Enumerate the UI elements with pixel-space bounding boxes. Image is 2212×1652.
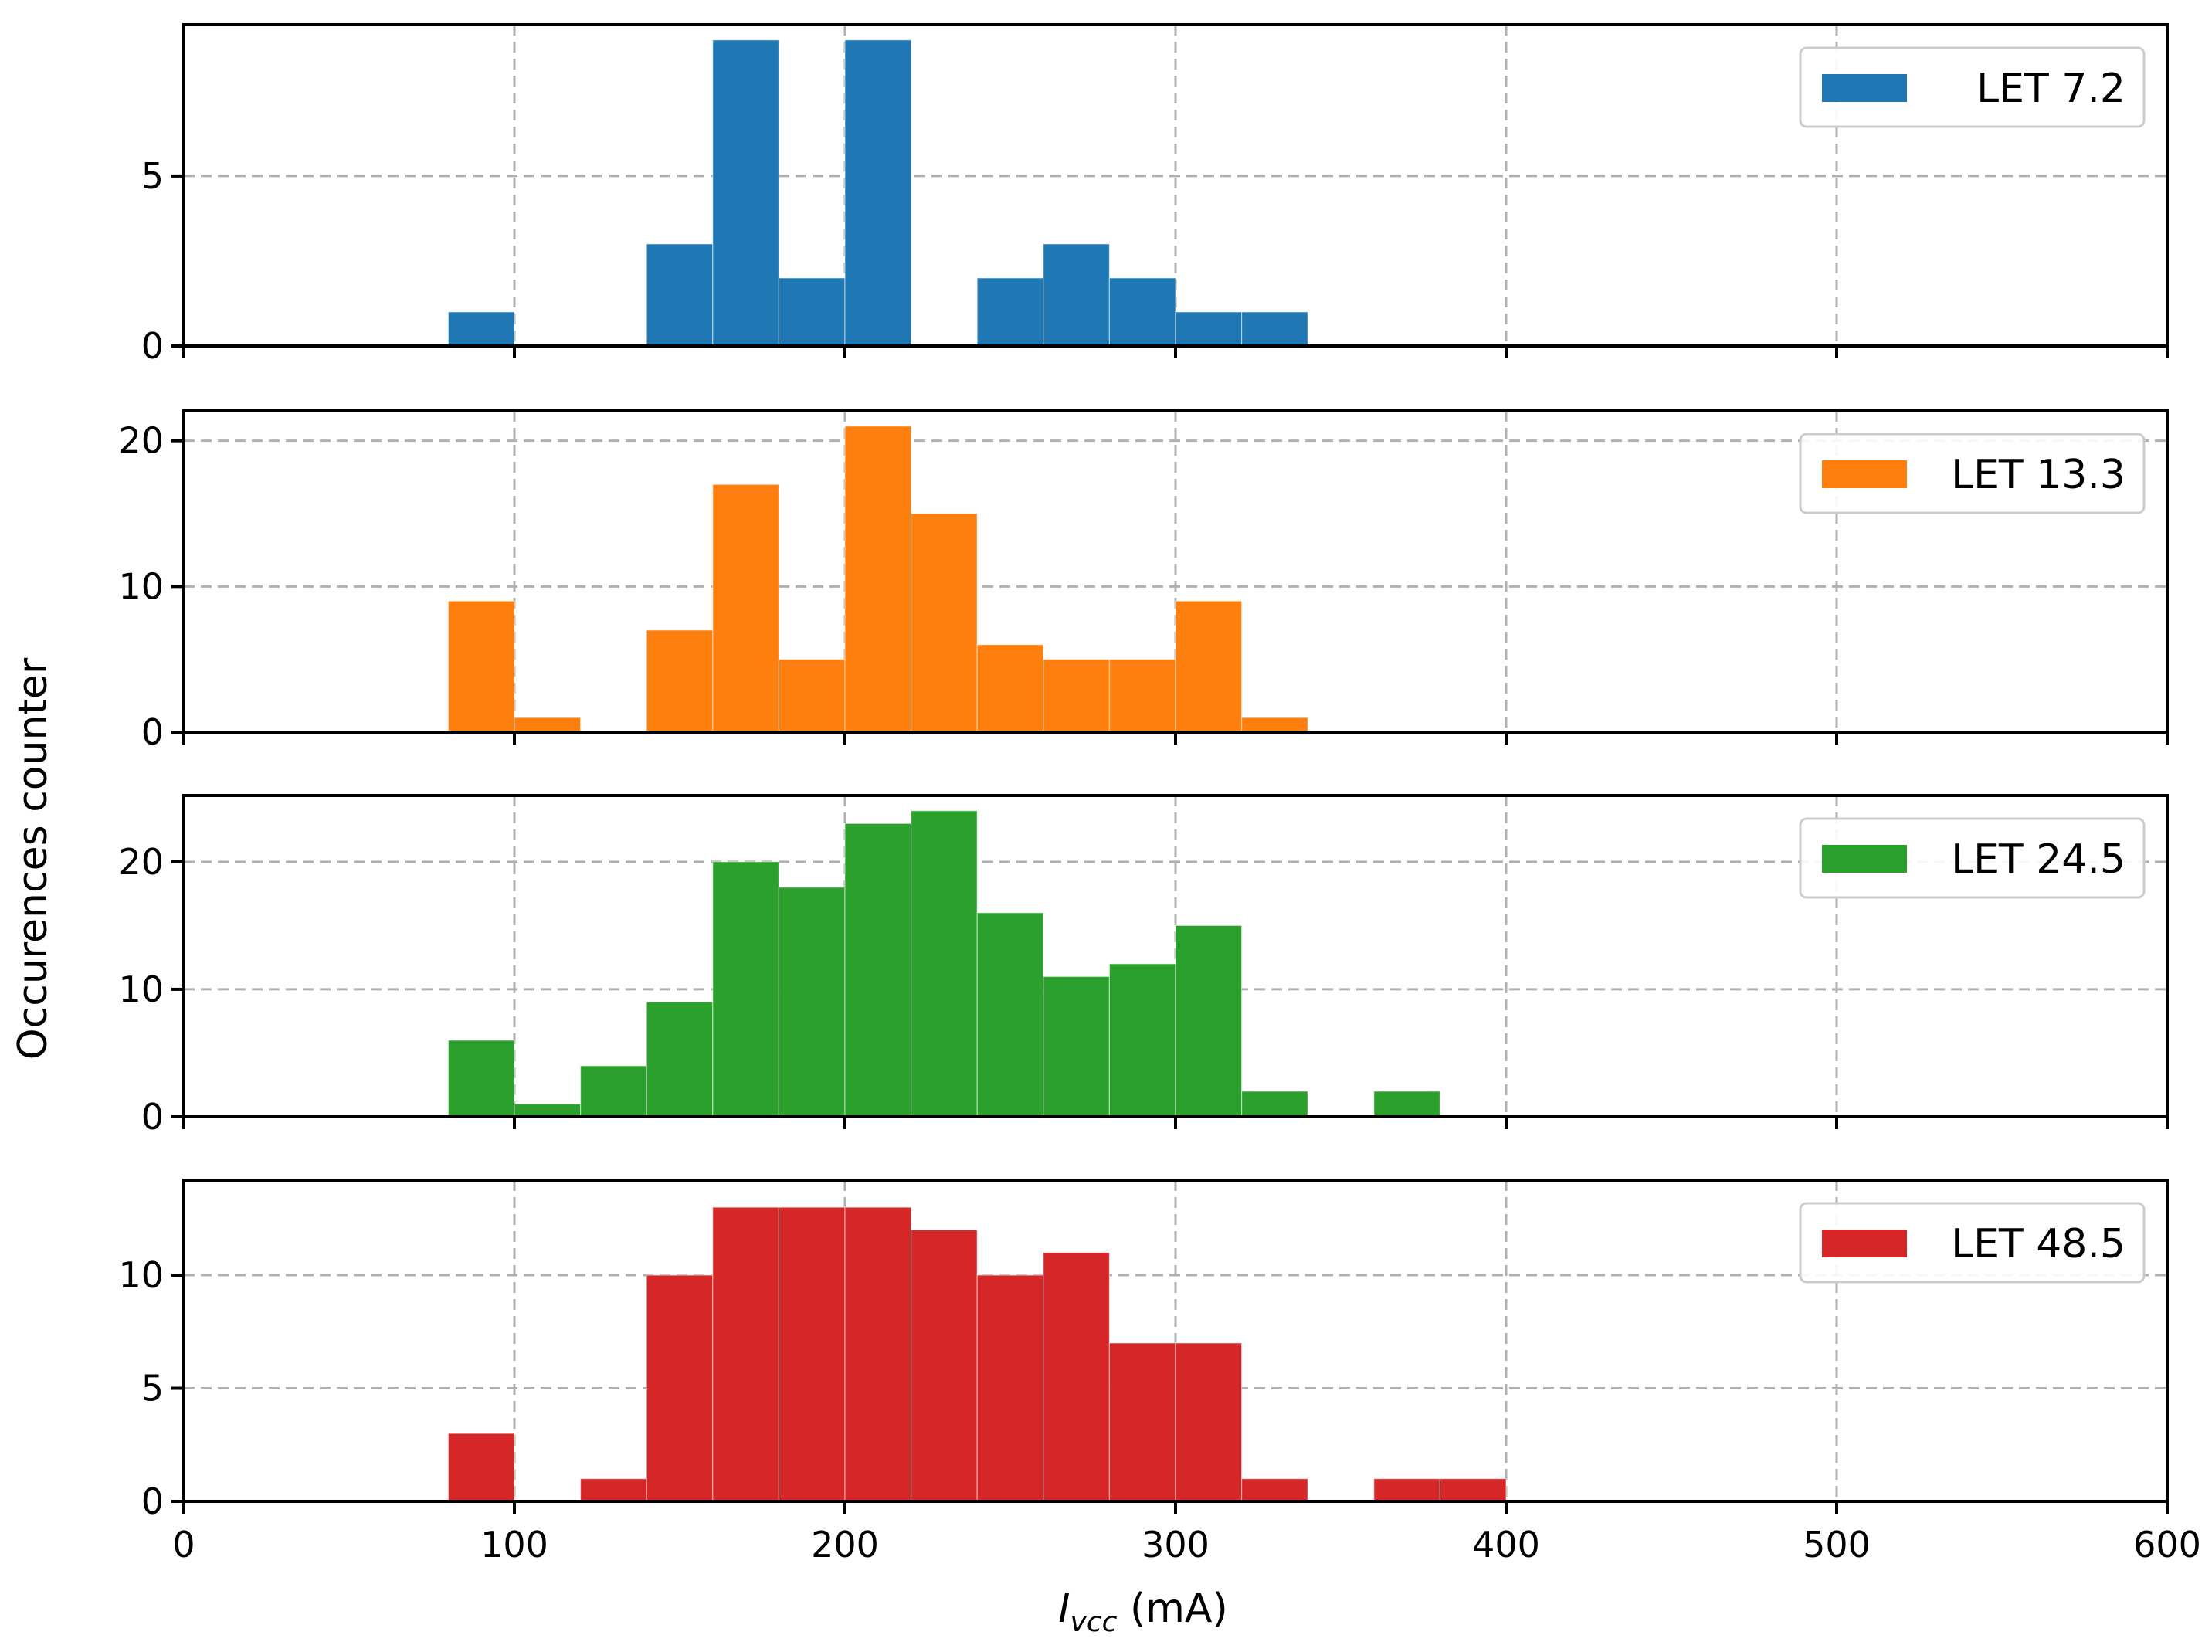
legend-frame — [1799, 433, 2146, 514]
histogram-bar — [1043, 659, 1111, 733]
histogram-bar — [778, 887, 846, 1118]
histogram-bar — [712, 1206, 779, 1502]
legend: LET 48.5 — [1799, 1202, 2146, 1284]
histogram-bar — [712, 483, 779, 733]
histogram-bar — [579, 1065, 647, 1118]
histogram-bar — [447, 600, 515, 733]
y-tick-label: 10 — [118, 1254, 164, 1296]
histogram-bar — [1108, 1342, 1176, 1502]
histogram-bar — [910, 1229, 978, 1502]
histogram-bar — [1108, 963, 1176, 1118]
histogram-bar — [1240, 1478, 1308, 1502]
histogram-bar — [646, 243, 714, 347]
legend-swatch — [1822, 1230, 1907, 1257]
histogram-bar — [447, 311, 515, 347]
histogram-bar — [1175, 1342, 1243, 1502]
histogram-bar — [579, 1478, 647, 1502]
y-tick-label: 20 — [118, 841, 164, 883]
y-tick-label: 0 — [141, 325, 164, 367]
y-tick-label: 20 — [118, 420, 164, 462]
histogram-bar — [1373, 1091, 1441, 1118]
histogram-bar — [844, 39, 912, 347]
legend: LET 13.3 — [1799, 433, 2146, 514]
panel-4: 0 100 200 300 400 500 600 0 5 10 LET 48.5 — [118, 1179, 2201, 1565]
histogram-bar — [712, 39, 779, 347]
histogram-bar — [1108, 659, 1176, 733]
legend-frame — [1799, 1202, 2146, 1284]
histogram-bar — [514, 717, 582, 733]
histogram-bar — [646, 1274, 714, 1502]
y-tick-label: 10 — [118, 968, 164, 1010]
histogram-bar — [778, 659, 846, 733]
histogram-bar — [447, 1040, 515, 1118]
y-tick-label: 5 — [141, 1368, 164, 1409]
histogram-bar — [778, 1206, 846, 1502]
legend-label: LET 13.3 — [1951, 452, 2125, 498]
legend: LET 7.2 — [1799, 46, 2146, 128]
histogram-bar — [1043, 243, 1111, 347]
histogram-bar — [1240, 717, 1308, 733]
x-axis-label-subscript: vcc — [1070, 1606, 1118, 1638]
legend-swatch — [1822, 460, 1907, 488]
histogram-bar — [1175, 924, 1243, 1118]
histogram-bar — [976, 277, 1044, 347]
legend: LET 24.5 — [1799, 817, 2146, 899]
y-tick-label: 0 — [141, 711, 164, 753]
x-axis-label-unit: (mA) — [1117, 1586, 1227, 1632]
histogram-bar — [1240, 311, 1308, 347]
histogram-bar — [712, 861, 779, 1118]
histogram-bar — [1175, 600, 1243, 733]
histogram-bar — [1108, 277, 1176, 347]
histogram-bar — [844, 1206, 912, 1502]
y-tick-label: 5 — [141, 155, 164, 197]
histogram-bar — [646, 1001, 714, 1118]
histogram-bar — [447, 1433, 515, 1502]
x-tick-label: 500 — [1803, 1524, 1871, 1565]
histogram-bar — [1175, 311, 1243, 347]
histogram-bar — [646, 629, 714, 733]
x-tick-label: 200 — [811, 1524, 879, 1565]
x-tick-label: 300 — [1142, 1524, 1209, 1565]
histogram-bar — [514, 1103, 582, 1118]
legend-frame — [1799, 46, 2146, 128]
x-axis-label-symbol: I — [1058, 1586, 1070, 1632]
legend-swatch — [1822, 74, 1907, 102]
histogram-bar — [1439, 1478, 1507, 1502]
histogram-bar — [1373, 1478, 1441, 1502]
histogram-bar — [910, 513, 978, 733]
histogram-bar — [1043, 975, 1111, 1118]
histogram-bar — [778, 277, 846, 347]
histogram-bar — [910, 810, 978, 1118]
y-tick-label: 0 — [141, 1481, 164, 1522]
histogram-bar — [976, 644, 1044, 733]
histogram-bar — [1043, 1252, 1111, 1502]
y-axis-label: Occurences counter — [10, 657, 56, 1060]
panel-2: 0 10 20 LET 13.3 — [118, 409, 2169, 753]
y-tick-label: 0 — [141, 1096, 164, 1138]
x-axis-label: Ivcc (mA) — [1058, 1586, 1228, 1638]
panel-1: 0 5 LET 7.2 — [141, 23, 2169, 367]
x-tick-label: 400 — [1472, 1524, 1540, 1565]
x-tick-label: 600 — [2133, 1524, 2201, 1565]
legend-label: LET 48.5 — [1951, 1221, 2125, 1267]
histogram-bar — [844, 823, 912, 1118]
histogram-bar — [976, 1274, 1044, 1502]
legend-label: LET 24.5 — [1951, 836, 2125, 883]
y-tick-label: 10 — [118, 565, 164, 607]
panel-3: 0 10 20 LET 24.5 — [118, 794, 2169, 1138]
histogram-bar — [1240, 1091, 1308, 1118]
histogram-bar — [844, 426, 912, 733]
legend-label: LET 7.2 — [1976, 66, 2125, 112]
x-tick-label: 100 — [480, 1524, 548, 1565]
legend-swatch — [1822, 845, 1907, 873]
histogram-bar — [976, 912, 1044, 1118]
x-tick-label: 0 — [172, 1524, 195, 1565]
legend-frame — [1799, 817, 2146, 899]
